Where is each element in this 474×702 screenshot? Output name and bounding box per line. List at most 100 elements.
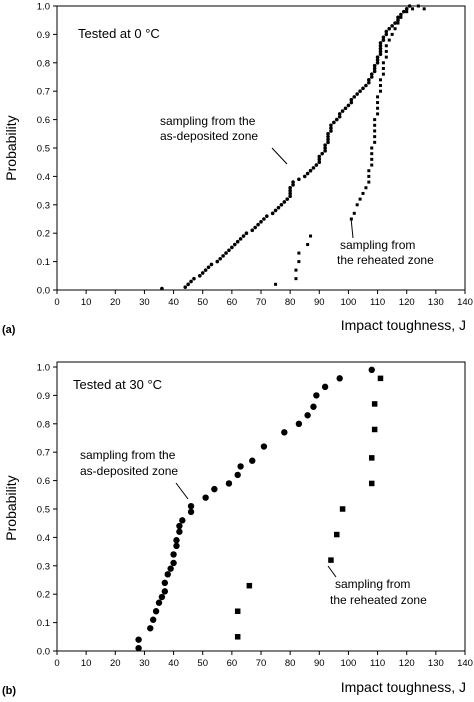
data-point-dot: [273, 208, 278, 213]
data-point-dot: [304, 412, 311, 419]
data-point-square: [297, 251, 301, 255]
x-tick-label: 110: [370, 297, 385, 308]
data-point-dot: [314, 163, 319, 167]
plot-frame-a: [56, 5, 466, 291]
x-tick-label: 10: [81, 658, 92, 669]
data-point-dot: [329, 123, 333, 128]
data-point-dot: [238, 237, 243, 241]
x-axis-label-b: Impact toughness, J: [341, 679, 466, 695]
data-point-square: [370, 152, 374, 156]
data-point-dot: [279, 203, 284, 207]
data-point-dot: [393, 21, 397, 25]
y-tick-label: 0.0: [37, 286, 50, 297]
annotation-leader-reheated-b: [327, 565, 337, 578]
y-tick-label: 0.9: [37, 391, 50, 402]
data-point-square: [376, 95, 380, 99]
data-point-square: [376, 112, 380, 116]
y-tick-label: 0.9: [37, 30, 50, 41]
data-point-square: [367, 180, 371, 184]
data-point-square: [306, 243, 310, 247]
data-point-dot: [375, 61, 380, 65]
x-tick-label: 90: [314, 297, 325, 308]
data-point-dot: [288, 185, 292, 190]
data-point-dot: [281, 429, 288, 436]
y-tick-label: 0.6: [37, 476, 50, 487]
y-tick-label: 0.8: [37, 419, 50, 430]
data-point-dot: [317, 160, 322, 164]
y-tick-label: 0.4: [37, 172, 50, 183]
data-point-square: [328, 557, 334, 563]
y-tick-label: 0.6: [37, 115, 50, 126]
data-point-dot: [147, 625, 154, 632]
data-point-dot: [179, 517, 186, 524]
data-point-dot: [259, 220, 263, 224]
data-point-square: [339, 506, 346, 512]
data-point-dot: [221, 254, 225, 258]
data-point-square: [355, 203, 359, 207]
data-point-dot: [158, 593, 166, 601]
data-point-dot: [225, 480, 233, 487]
data-point-dot: [372, 69, 377, 74]
x-ticks-b: 0 10 20 30 40 50 60 70 80 90 100 110 120 130 140: [54, 651, 473, 669]
data-point-dot: [211, 485, 218, 493]
data-point-dot: [378, 49, 383, 54]
x-tick-label: 140: [457, 297, 473, 308]
data-point-dot: [187, 508, 195, 516]
annotation-as-deposited-line1-a: sampling from the: [160, 114, 256, 128]
data-point-dot: [384, 29, 389, 34]
data-point-dot: [329, 129, 333, 133]
data-point-dot: [396, 18, 400, 23]
data-point-dot: [326, 137, 330, 142]
data-point-dot: [387, 26, 392, 31]
chart-title-annotation-b: Tested at 30 °C: [73, 377, 162, 392]
data-point-square: [378, 89, 382, 93]
data-point-square: [367, 174, 371, 178]
y-tick-label: 0.2: [37, 229, 50, 240]
data-point-square: [294, 268, 298, 272]
data-points-b: [135, 366, 384, 652]
data-point-dot: [337, 112, 342, 116]
data-point-square: [381, 72, 385, 76]
data-point-dot: [170, 559, 177, 567]
data-point-dot: [200, 271, 205, 275]
data-point-square: [378, 78, 382, 82]
data-point-dot: [173, 542, 180, 550]
data-point-dot: [343, 106, 348, 111]
data-point-dot: [160, 286, 164, 291]
data-point-dot: [378, 43, 383, 48]
data-point-square: [309, 234, 313, 238]
annotation-as-deposited-line2-a: as-deposited zone: [160, 129, 258, 143]
y-tick-label: 0.5: [37, 144, 50, 155]
y-axis-label-b: Probability: [3, 475, 19, 540]
data-point-dot: [288, 188, 292, 193]
data-point-dot: [311, 166, 316, 170]
data-point-square: [384, 44, 388, 48]
x-tick-label: 100: [340, 658, 356, 669]
data-point-square: [368, 455, 375, 461]
data-point-square: [368, 480, 375, 487]
data-point-square: [373, 135, 377, 139]
x-tick-label: 40: [168, 658, 179, 669]
data-point-square: [381, 66, 385, 70]
data-point-square: [371, 426, 378, 433]
data-point-square: [393, 27, 397, 31]
data-point-dot: [355, 92, 359, 96]
y-tick-label: 0.5: [37, 505, 50, 516]
data-point-dot: [381, 35, 386, 40]
data-point-dot: [372, 63, 377, 68]
data-point-dot: [189, 279, 193, 284]
data-point-dot: [317, 154, 322, 159]
data-point-dot: [176, 522, 183, 530]
data-point-dot: [152, 608, 160, 615]
data-point-dot: [187, 502, 195, 510]
data-point-square: [387, 38, 391, 42]
data-point-dot: [202, 494, 209, 501]
data-point-square: [364, 186, 368, 190]
data-point-dot: [276, 205, 281, 210]
x-tick-label: 90: [314, 658, 325, 669]
annotation-reheated-line2-b: the reheated zone: [330, 593, 427, 607]
data-point-dot: [265, 214, 269, 218]
x-tick-label: 10: [81, 297, 92, 308]
x-tick-label: 120: [399, 297, 415, 308]
annotation-as-deposited-line1-b: sampling from the: [80, 448, 176, 462]
